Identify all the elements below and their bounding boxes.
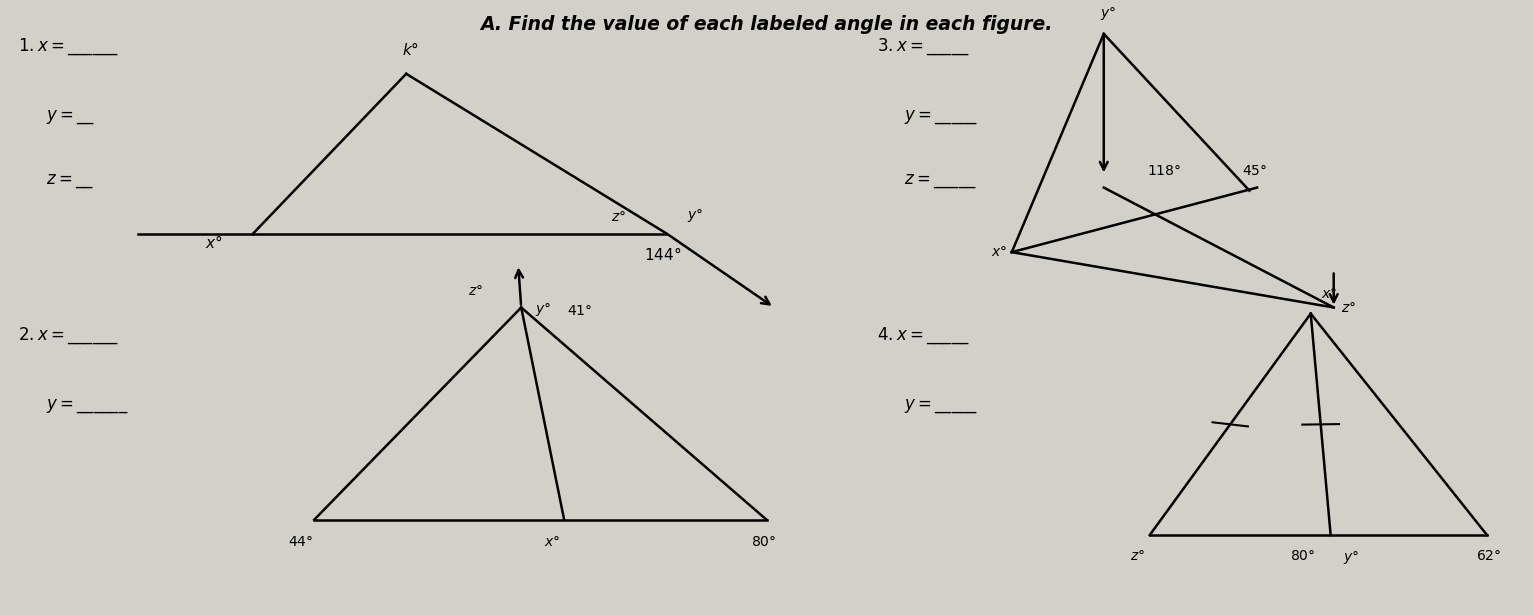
- Text: $x°$: $x°$: [544, 535, 560, 549]
- Text: $z°$: $z°$: [1341, 301, 1357, 314]
- Text: $y°$: $y°$: [1101, 4, 1116, 22]
- Text: $118°$: $118°$: [1147, 164, 1180, 178]
- Text: $z°$: $z°$: [610, 210, 625, 224]
- Text: $k°$: $k°$: [402, 41, 420, 58]
- Text: $x°$: $x°$: [1321, 287, 1338, 301]
- Text: $y=$__: $y=$__: [46, 108, 95, 125]
- Text: $z=$_____: $z=$_____: [904, 172, 978, 190]
- Text: $y°$: $y°$: [1343, 549, 1360, 566]
- Text: $z=$__: $z=$__: [46, 172, 94, 190]
- Text: $x°$: $x°$: [204, 234, 222, 251]
- Text: $62°$: $62°$: [1476, 549, 1501, 563]
- Text: $144°$: $144°$: [644, 246, 681, 263]
- Text: $y=$_____: $y=$_____: [904, 397, 980, 415]
- Text: $y=$_____: $y=$_____: [904, 108, 980, 125]
- Text: $80°$: $80°$: [751, 535, 776, 549]
- Text: $3. x=$_____: $3. x=$_____: [877, 37, 970, 57]
- Text: $y°$: $y°$: [535, 301, 552, 318]
- Text: $80°$: $80°$: [1291, 549, 1315, 563]
- Text: $z°$: $z°$: [468, 284, 483, 298]
- Text: $x°$: $x°$: [990, 245, 1007, 259]
- Text: A. Find the value of each labeled angle in each figure.: A. Find the value of each labeled angle …: [480, 15, 1053, 34]
- Text: $y°$: $y°$: [687, 207, 704, 224]
- Text: $45°$: $45°$: [1242, 164, 1266, 178]
- Text: $41°$: $41°$: [567, 304, 592, 317]
- Text: $2. x=$______: $2. x=$______: [18, 326, 120, 346]
- Text: $1. x=$______: $1. x=$______: [18, 37, 120, 57]
- Text: $4. x=$_____: $4. x=$_____: [877, 326, 970, 346]
- Text: $z°$: $z°$: [1130, 549, 1145, 563]
- Text: $44°$: $44°$: [288, 535, 313, 549]
- Text: $y=$______: $y=$______: [46, 397, 129, 415]
